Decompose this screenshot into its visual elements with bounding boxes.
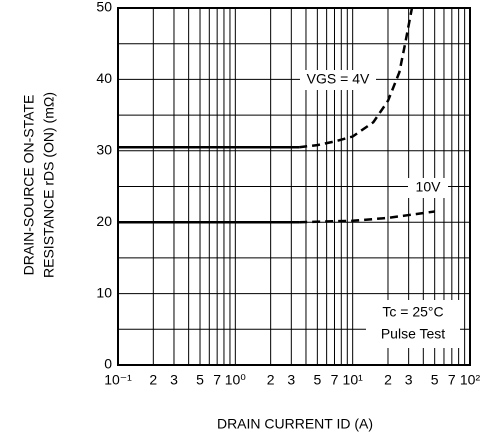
x-tick-label: 10⁻¹ — [104, 372, 132, 388]
annotation: 10V — [416, 179, 442, 195]
x-tick-label: 7 — [331, 372, 339, 388]
y-tick-label: 20 — [96, 213, 112, 229]
y-tick-label: 30 — [96, 142, 112, 158]
x-tick-label: 5 — [196, 372, 204, 388]
x-tick-label: 2 — [267, 372, 275, 388]
x-tick-label: 2 — [149, 372, 157, 388]
x-tick-label: 2 — [384, 372, 392, 388]
annotation: Tc = 25°C — [382, 304, 443, 320]
y-label: DRAIN-SOURCE ON-STATE — [21, 95, 37, 276]
x-tick-label: 7 — [448, 372, 456, 388]
y-tick-label: 40 — [96, 70, 112, 86]
chart: DRAIN-SOURCE ON-STATE RESISTANCE rDS (ON… — [0, 0, 496, 441]
x-tick-label: 5 — [431, 372, 439, 388]
x-tick-label: 10² — [460, 372, 481, 388]
x-tick-label: 10⁰ — [225, 372, 247, 388]
x-tick-label: 5 — [313, 372, 321, 388]
y-tick-label: 0 — [104, 356, 112, 372]
annotation: Pulse Test — [381, 326, 445, 342]
x-tick-label: 3 — [405, 372, 413, 388]
y-label: RESISTANCE rDS (ON) (mΩ) — [41, 92, 57, 278]
x-tick-label: 10¹ — [343, 372, 364, 388]
x-tick-label: 3 — [287, 372, 295, 388]
y-tick-label: 50 — [96, 0, 112, 15]
x-tick-label: 3 — [170, 372, 178, 388]
x-tick-label: 7 — [213, 372, 221, 388]
x-label: DRAIN CURRENT ID (A) — [217, 416, 373, 432]
series-line — [299, 211, 435, 222]
annotation: VGS = 4V — [307, 71, 370, 87]
y-tick-label: 10 — [96, 284, 112, 300]
